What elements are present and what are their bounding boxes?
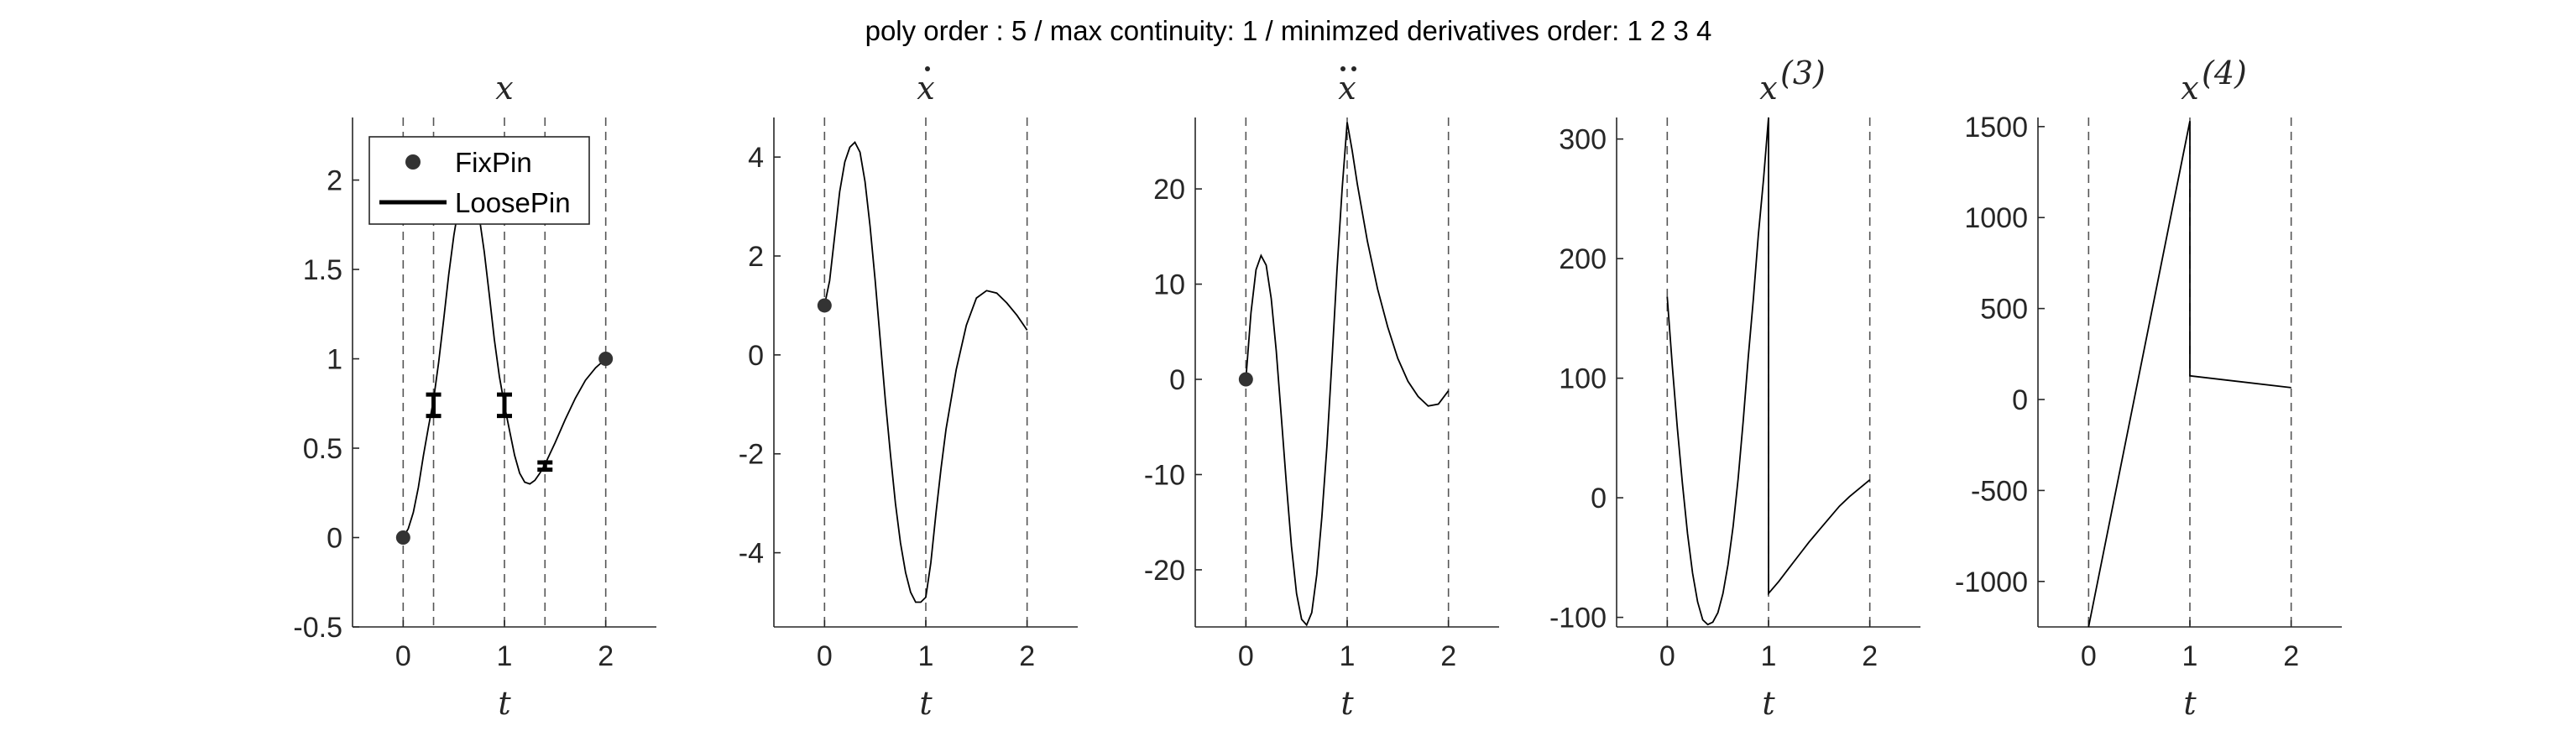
x-axis-label: t [498,685,511,722]
y-tick-label: 0 [748,340,764,372]
x-tick-label: 0 [1659,640,1675,672]
y-tick-label: 0 [2012,384,2028,416]
y-tick-label: -1000 [1955,567,2028,598]
y-tick-label: 200 [1559,243,1607,275]
x-axis-label: t [1340,685,1354,722]
x-axis-label: t [2183,685,2197,722]
fix-pin-marker [817,298,832,313]
y-tick-label: 20 [1153,174,1185,206]
x-tick-label: 0 [1238,640,1254,672]
x-tick-label: 1 [2182,640,2198,672]
y-tick-label: 10 [1153,269,1185,301]
fix-pin-marker [598,352,614,367]
subplot-title: x [1338,70,1356,107]
legend-fixpin-marker [405,154,421,170]
y-tick-label: -20 [1144,555,1185,587]
y-tick-label: 1.5 [303,254,342,286]
legend-label-fixpin: FixPin [455,147,532,178]
title-ddot-accent [1351,66,1356,71]
y-tick-label: 2 [327,165,342,197]
fix-pin-marker [1238,372,1253,387]
y-tick-label: 0 [1591,483,1607,514]
legend: FixPin LoosePin [368,136,590,225]
y-tick-label: 1500 [1964,112,2028,144]
subplot-title: x [495,70,513,107]
x-tick-label: 1 [918,640,934,672]
y-tick-label: 500 [1980,294,2028,326]
figure-suptitle: poly order : 5 / max continuity: 1 / min… [865,15,1712,46]
subplot-title: x [917,70,934,107]
y-tick-label: 0 [1169,364,1185,396]
x-tick-label: 2 [1440,640,1456,672]
subplot-3: 0 1 2 -20 -10 0 10 20 t x [1144,66,1499,722]
x-tick-label: 2 [1862,640,1878,672]
x-tick-label: 2 [1019,640,1035,672]
x-axis-label: t [919,685,933,722]
y-tick-label: 300 [1559,124,1607,156]
y-tick-label: -2 [739,439,764,471]
subplot-5: 0 1 2 -1000 -500 0 500 1000 1500 t x (4) [1955,55,2342,722]
y-tick-label: -500 [1971,475,2028,507]
subplot-1: 0 1 2 -0.5 0 0.5 1 1.5 2 t x [293,70,656,722]
x-tick-label: 1 [497,640,513,672]
subplot-title: x [2181,70,2198,107]
subplot-2: 0 1 2 -4 -2 0 2 4 t x [739,66,1078,722]
x-tick-label: 0 [817,640,833,672]
fix-pin-marker [395,530,410,546]
legend-box [368,136,590,225]
y-tick-label: 0.5 [303,433,342,465]
x-tick-label: 1 [1761,640,1777,672]
y-tick-label: -10 [1144,459,1185,491]
y-tick-label: -100 [1549,603,1607,634]
y-tick-label: -4 [739,538,764,570]
series-line-0 [1666,117,1871,626]
y-tick-label: -0.5 [293,612,342,644]
y-tick-label: 0 [327,523,342,555]
legend-label-loosepin: LoosePin [455,187,571,218]
y-tick-label: 1 [327,344,342,376]
y-tick-label: 1000 [1964,202,2028,234]
x-tick-label: 2 [2283,640,2299,672]
title-ddot-accent [1340,66,1345,71]
series-line-0 [1245,122,1450,627]
y-tick-label: 4 [748,142,764,174]
subplot-title-superscript: (3) [1780,55,1826,91]
subplot-title-superscript: (4) [2202,55,2247,91]
series-line-0 [823,141,1028,603]
x-tick-label: 1 [1340,640,1356,672]
x-tick-label: 0 [2081,640,2097,672]
y-tick-label: 2 [748,241,764,273]
x-tick-label: 2 [598,640,614,672]
subplot-4: 0 1 2 -100 0 100 200 300 t x (3) [1549,55,1920,722]
series-line-0 [2087,121,2291,628]
x-tick-label: 0 [395,640,411,672]
x-axis-label: t [1762,685,1775,722]
title-dot-accent [925,66,930,71]
y-tick-label: 100 [1559,363,1607,395]
subplot-title: x [1759,70,1777,107]
